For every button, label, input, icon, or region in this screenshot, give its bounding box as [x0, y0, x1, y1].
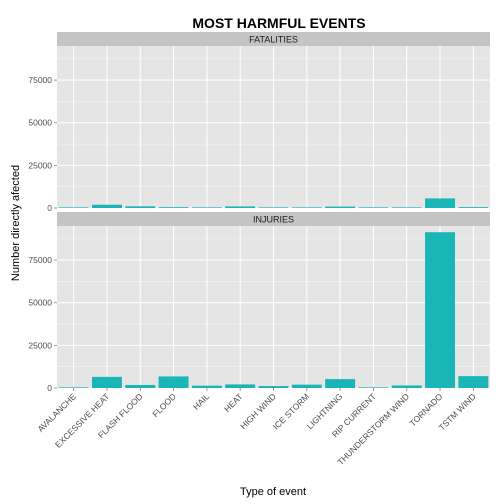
bar — [425, 232, 456, 388]
bar — [358, 387, 389, 388]
y-tick-label: 75000 — [28, 255, 52, 265]
bar — [258, 386, 289, 388]
bar — [458, 207, 489, 208]
bar — [125, 384, 156, 388]
bar — [225, 206, 256, 208]
bar — [358, 207, 389, 208]
bar — [91, 376, 122, 388]
bar — [325, 379, 356, 388]
bar — [158, 207, 189, 208]
bar — [425, 198, 456, 208]
bar — [291, 207, 322, 208]
bar — [391, 207, 422, 208]
y-tick-label: 0 — [47, 383, 52, 393]
y-axis-title: Number directly afected — [10, 165, 22, 281]
bar — [191, 207, 222, 208]
bar — [225, 384, 256, 388]
bar — [291, 384, 322, 388]
y-tick-label: 75000 — [28, 75, 52, 85]
facet-strip-label: INJURIES — [253, 215, 294, 225]
y-tick-label: 25000 — [28, 160, 52, 170]
bar — [58, 207, 89, 208]
facet-strip — [57, 32, 490, 46]
bar — [325, 206, 356, 208]
bar — [158, 376, 189, 388]
bar — [125, 206, 156, 208]
y-tick-label: 25000 — [28, 340, 52, 350]
chart-title: MOST HARMFUL EVENTS — [192, 15, 365, 31]
facet-panel: INJURIES 0 25000 50000 75000 — [28, 212, 490, 393]
y-tick-label: 50000 — [28, 118, 52, 128]
y-tick-label: 50000 — [28, 298, 52, 308]
x-tick-label: HAIL — [191, 391, 212, 412]
facet-panels: FATALITIES 0 25000 50000 75000 INJURIES 0 25000… — [28, 32, 490, 393]
y-tick-label: 0 — [47, 203, 52, 213]
x-tick-label: FLOOD — [150, 391, 178, 419]
facet-panel: FATALITIES 0 25000 50000 75000 — [28, 32, 490, 213]
facet-strip — [57, 212, 490, 226]
x-axis-title: Type of event — [240, 486, 306, 498]
bar — [191, 385, 222, 388]
bar — [91, 204, 122, 208]
bar — [391, 385, 422, 388]
bar — [458, 376, 489, 388]
bar — [58, 387, 89, 388]
bar — [258, 207, 289, 208]
facet-strip-label: FATALITIES — [249, 35, 298, 45]
x-tick-label: HEAT — [222, 391, 245, 414]
